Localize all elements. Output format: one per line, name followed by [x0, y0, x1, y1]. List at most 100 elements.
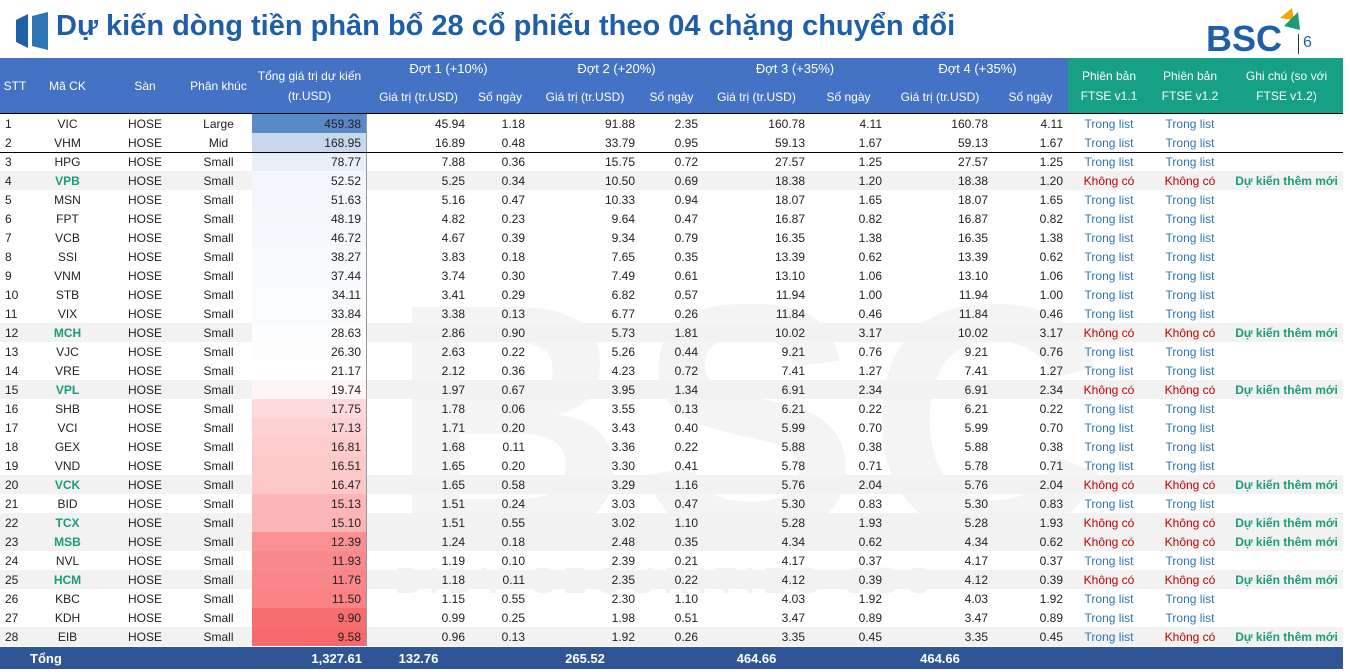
cell: HOSE — [127, 458, 162, 473]
cell: 10.02 — [957, 325, 988, 340]
cell: 0.35 — [674, 534, 698, 549]
cell: 16.35 — [774, 230, 805, 245]
cell: Trong list — [1165, 553, 1215, 568]
heat-cell: 16.81 — [252, 437, 367, 456]
cell: Small — [203, 439, 234, 454]
cell: HOSE — [127, 496, 162, 511]
cell: Không có — [1164, 515, 1216, 530]
cell: 59.13 — [957, 135, 988, 150]
column-header: STT — [0, 58, 30, 113]
cell: 1.71 — [441, 420, 465, 435]
cell: 13.10 — [957, 268, 988, 283]
cell: Dự kiến thêm mới — [1235, 534, 1338, 549]
column-subheader: Giá trị (tr.USD) — [887, 80, 993, 113]
cell: Không có — [1083, 325, 1135, 340]
cell: 0.45 — [858, 629, 882, 644]
cell: STB — [55, 287, 80, 302]
cell: Trong list — [1165, 591, 1215, 606]
cell: 0.83 — [1039, 496, 1063, 511]
cell: 0.70 — [1039, 420, 1063, 435]
heat-cell: 9.90 — [252, 608, 367, 627]
column-subheader: Giá trị (tr.USD) — [530, 80, 640, 113]
cell: Trong list — [1165, 268, 1215, 283]
cell: 0.76 — [858, 344, 882, 359]
cell: Không có — [1164, 572, 1216, 587]
cell: 0.22 — [1039, 401, 1063, 416]
group-header: Đợt 2 (+20%) — [530, 58, 703, 80]
heat-cell: 459.38 — [252, 114, 367, 133]
cell: Trong list — [1165, 192, 1215, 207]
cell: 1.93 — [1039, 515, 1063, 530]
cell: VRE — [55, 363, 80, 378]
cell: 6.21 — [781, 401, 805, 416]
cell: Small — [203, 591, 234, 606]
cell: HCM — [53, 572, 82, 587]
cell: 1.65 — [1039, 192, 1063, 207]
title-icon — [16, 12, 48, 50]
cell: Trong list — [1084, 496, 1134, 511]
cell: Trong list — [1165, 420, 1215, 435]
cell: Trong list — [1084, 553, 1134, 568]
cell: 0.89 — [1039, 610, 1063, 625]
cell: 2.04 — [858, 477, 882, 492]
cell: 1.34 — [674, 382, 698, 397]
cell: HOSE — [127, 401, 162, 416]
total-value: 464.66 — [736, 650, 777, 666]
cell: 0.71 — [1039, 458, 1063, 473]
cell: Trong list — [1165, 116, 1215, 131]
cell: 0.95 — [674, 135, 698, 150]
cell: 5.78 — [964, 458, 988, 473]
cell: Trong list — [1165, 230, 1215, 245]
cell: 0.25 — [501, 610, 525, 625]
cell: 1.65 — [441, 458, 465, 473]
cell: 3.02 — [611, 515, 635, 530]
heat-cell: 15.13 — [252, 494, 367, 513]
cell: 0.20 — [501, 458, 525, 473]
cell: 5.25 — [441, 173, 465, 188]
cell: 1.20 — [858, 173, 882, 188]
cell: Trong list — [1084, 154, 1134, 169]
cell: 3.95 — [611, 382, 635, 397]
cell: 0.35 — [674, 249, 698, 264]
cell: 17 — [5, 420, 19, 435]
cell: FPT — [56, 211, 79, 226]
cell: 4.03 — [781, 591, 805, 606]
cell: Trong list — [1084, 192, 1134, 207]
cell: 8 — [5, 249, 12, 264]
cell: 91.88 — [604, 116, 635, 131]
cell: 1.97 — [441, 382, 465, 397]
cell: 0.39 — [858, 572, 882, 587]
cell: 1.18 — [441, 572, 465, 587]
cell: 24 — [5, 553, 19, 568]
cell: Trong list — [1165, 439, 1215, 454]
heat-cell: 17.75 — [252, 399, 367, 418]
cell: Dự kiến thêm mới — [1235, 515, 1338, 530]
heat-cell: 16.51 — [252, 456, 367, 475]
cell: 1.15 — [441, 591, 465, 606]
cell: 0.38 — [858, 439, 882, 454]
cell: 0.62 — [858, 249, 882, 264]
cell: 0.30 — [501, 268, 525, 283]
cell: 0.99 — [441, 610, 465, 625]
cell: Small — [203, 325, 234, 340]
cell: HOSE — [127, 610, 162, 625]
cell: 12 — [5, 325, 19, 340]
cell: 1.10 — [674, 515, 698, 530]
cell: HOSE — [127, 515, 162, 530]
column-subheader: Số ngày — [470, 80, 530, 113]
cell: Không có — [1164, 325, 1216, 340]
cell: 0.13 — [674, 401, 698, 416]
cell: HOSE — [127, 135, 162, 150]
cell: 0.62 — [1039, 249, 1063, 264]
heat-cell: 11.50 — [252, 589, 367, 608]
cell: 9 — [5, 268, 12, 283]
cell: 4.34 — [964, 534, 988, 549]
cell: 0.23 — [501, 211, 525, 226]
column-header: Mã CK — [30, 58, 105, 113]
cell: Trong list — [1084, 610, 1134, 625]
cell: Trong list — [1165, 344, 1215, 359]
divider — [0, 152, 1343, 153]
cell: 15.75 — [604, 154, 635, 169]
cell: 4.11 — [859, 116, 882, 131]
cell: 0.13 — [501, 306, 525, 321]
